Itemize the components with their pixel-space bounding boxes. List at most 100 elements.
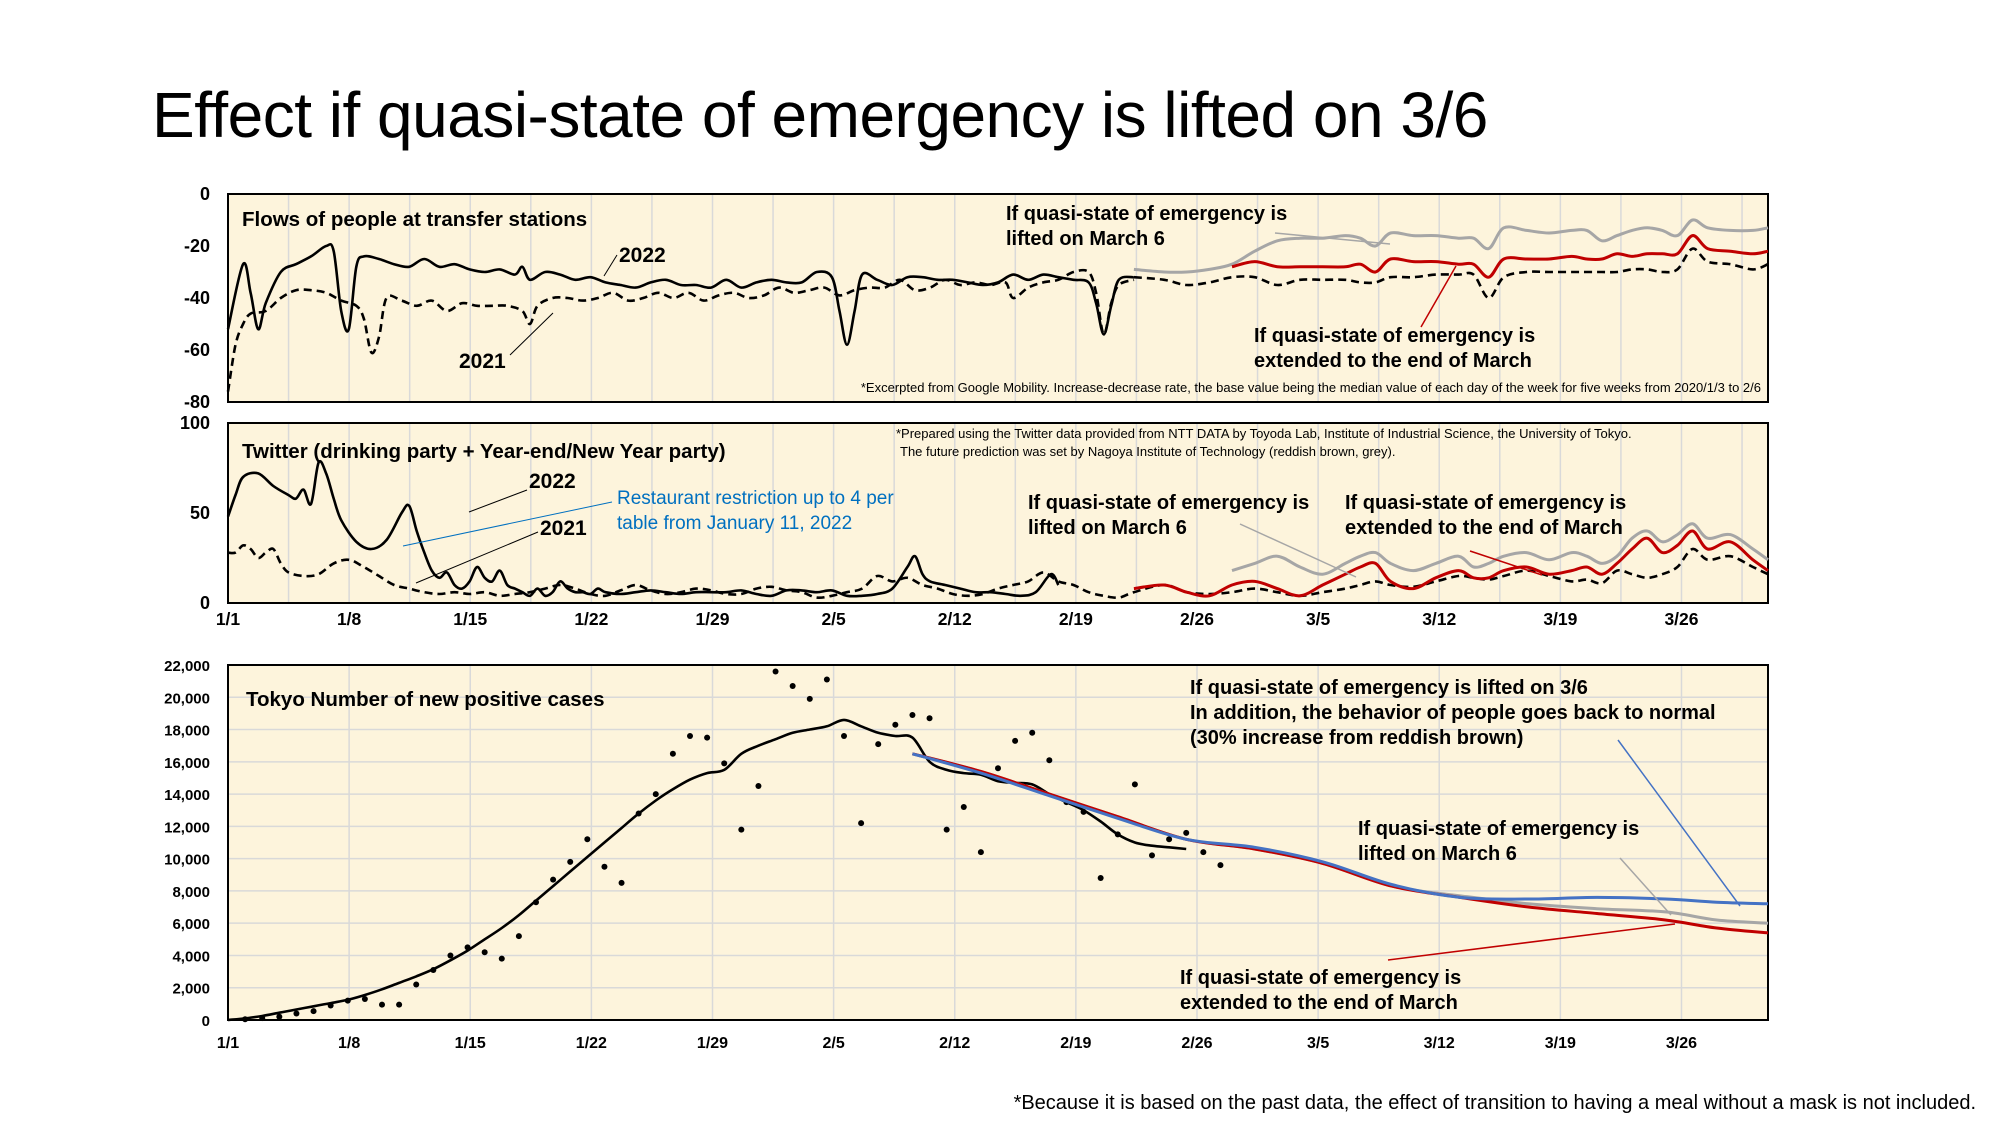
restriction-annotation-line2: table from January 11, 2022 (617, 513, 852, 534)
data-point (361, 996, 368, 1003)
cases-chart-title: Tokyo Number of new positive cases (246, 688, 604, 711)
twitter-extended-annotation-line1: If quasi-state of emergency is (1345, 492, 1626, 514)
twitter-extended-leader (1469, 550, 1543, 576)
x-tick-label: 2/12 (938, 609, 972, 629)
x-tick-label: 2/19 (1059, 609, 1093, 629)
data-point (276, 1013, 283, 1020)
data-point (413, 981, 420, 988)
data-point (687, 733, 693, 739)
data-point (669, 750, 676, 757)
x-tick-label: 3/5 (1306, 609, 1331, 629)
x-tick-label: 1/22 (576, 1035, 607, 1052)
y-tick-label: -40 (184, 288, 210, 308)
data-point (909, 712, 916, 719)
series-line (227, 718, 1187, 1022)
data-point (481, 949, 488, 956)
data-point (995, 765, 1001, 772)
y-tick-label: 50 (190, 503, 210, 523)
series-line (226, 242, 1135, 347)
y-tick-label: 16,000 (164, 755, 210, 772)
cases-lifted-annotation-line2: lifted on March 6 (1358, 843, 1517, 865)
x-tick-label: 1/15 (455, 1035, 486, 1052)
x-tick-label: 1/22 (574, 609, 608, 629)
data-point (550, 876, 557, 883)
data-point (498, 955, 505, 962)
twitter-lifted-annotation-line1: If quasi-state of emergency is (1028, 492, 1309, 514)
data-point (515, 933, 522, 940)
cases-plot-area (227, 664, 1769, 1021)
y-tick-label: 12,000 (164, 819, 210, 836)
data-point (1149, 852, 1155, 859)
mobility-extended-leader (1420, 265, 1457, 328)
mobility-extended-annotation-line2: extended to the end of March (1254, 350, 1532, 372)
y-tick-label: 6,000 (172, 916, 210, 933)
data-point (738, 826, 745, 833)
mobility-source-note: *Excerpted from Google Mobility. Increas… (861, 380, 1761, 395)
y-tick-label: 2,000 (172, 981, 210, 998)
twitter-leader-2022 (468, 489, 528, 513)
data-point (806, 695, 813, 702)
data-point (704, 734, 711, 741)
twitter-label-2021: 2021 (540, 517, 587, 540)
x-tick-label: 1/29 (695, 609, 729, 629)
twitter-extended-annotation-line2: extended to the end of March (1345, 517, 1623, 539)
data-point (567, 858, 574, 865)
data-point (1029, 729, 1036, 736)
series-line (911, 752, 1769, 906)
y-tick-label: 100 (180, 413, 210, 433)
x-tick-label: 1/1 (216, 609, 241, 629)
data-point (823, 676, 830, 683)
mobility-gridlines (287, 195, 1743, 401)
x-tick-label: 1/1 (217, 1035, 239, 1052)
x-tick-label: 2/26 (1181, 1035, 1212, 1052)
mobility-chart-title: Flows of people at transfer stations (242, 208, 587, 231)
cases-gridlines (229, 666, 1767, 1019)
mobility-panel: 0 -20 -40 -60 -80 Flows of people at transfe… (184, 184, 1769, 412)
cases-extended-leader (1387, 923, 1676, 961)
x-tick-label: 2/5 (821, 609, 846, 629)
data-point (1217, 862, 1224, 869)
data-point (755, 783, 762, 790)
restriction-leader (402, 501, 613, 547)
series-line (1133, 218, 1769, 274)
data-point (618, 879, 625, 886)
x-tick-label: 3/12 (1422, 609, 1456, 629)
twitter-leader-2021 (415, 531, 539, 584)
data-point (447, 952, 454, 959)
x-tick-label: 1/15 (453, 609, 487, 629)
data-point (1183, 829, 1190, 836)
cases-x-axis: 1/1 1/8 1/15 1/22 1/29 2/5 2/12 2/19 2/26 3/5 3/12… (217, 1035, 1697, 1052)
twitter-chart-title: Twitter (drinking party + Year-end/New Y… (242, 440, 726, 463)
y-tick-label: 4,000 (172, 948, 210, 965)
series-line (226, 459, 1060, 598)
y-tick-label: 20,000 (164, 690, 210, 707)
data-point (1166, 836, 1173, 843)
data-point (584, 836, 591, 843)
mobility-lifted-annotation-line1: If quasi-state of emergency is (1006, 203, 1287, 225)
data-point (379, 1001, 385, 1008)
y-tick-label: -80 (184, 392, 210, 412)
y-tick-label: 0 (200, 593, 210, 613)
mobility-leader-2022 (603, 254, 618, 277)
y-tick-label: -20 (184, 236, 210, 256)
twitter-series (226, 459, 1769, 600)
slide-title: Effect if quasi-state of emergency is li… (152, 79, 1488, 151)
series-line (912, 752, 1769, 935)
data-point (601, 863, 608, 870)
cases-series (227, 668, 1769, 1023)
mobility-label-2021: 2021 (459, 350, 506, 373)
twitter-source-note-line2: The future prediction was set by Nagoya … (900, 444, 1395, 459)
y-tick-label: 0 (200, 184, 210, 204)
twitter-lifted-leader (1239, 523, 1357, 578)
data-point (943, 826, 950, 833)
data-point (892, 721, 899, 728)
x-tick-label: 1/29 (697, 1035, 728, 1052)
data-point (1200, 849, 1207, 856)
cases-extended-annotation-line2: extended to the end of March (1180, 992, 1458, 1014)
data-point (960, 804, 967, 810)
data-point (926, 715, 933, 722)
data-point (310, 1008, 317, 1015)
x-tick-label: 1/8 (338, 1035, 360, 1052)
y-tick-label: 0 (202, 1013, 210, 1030)
